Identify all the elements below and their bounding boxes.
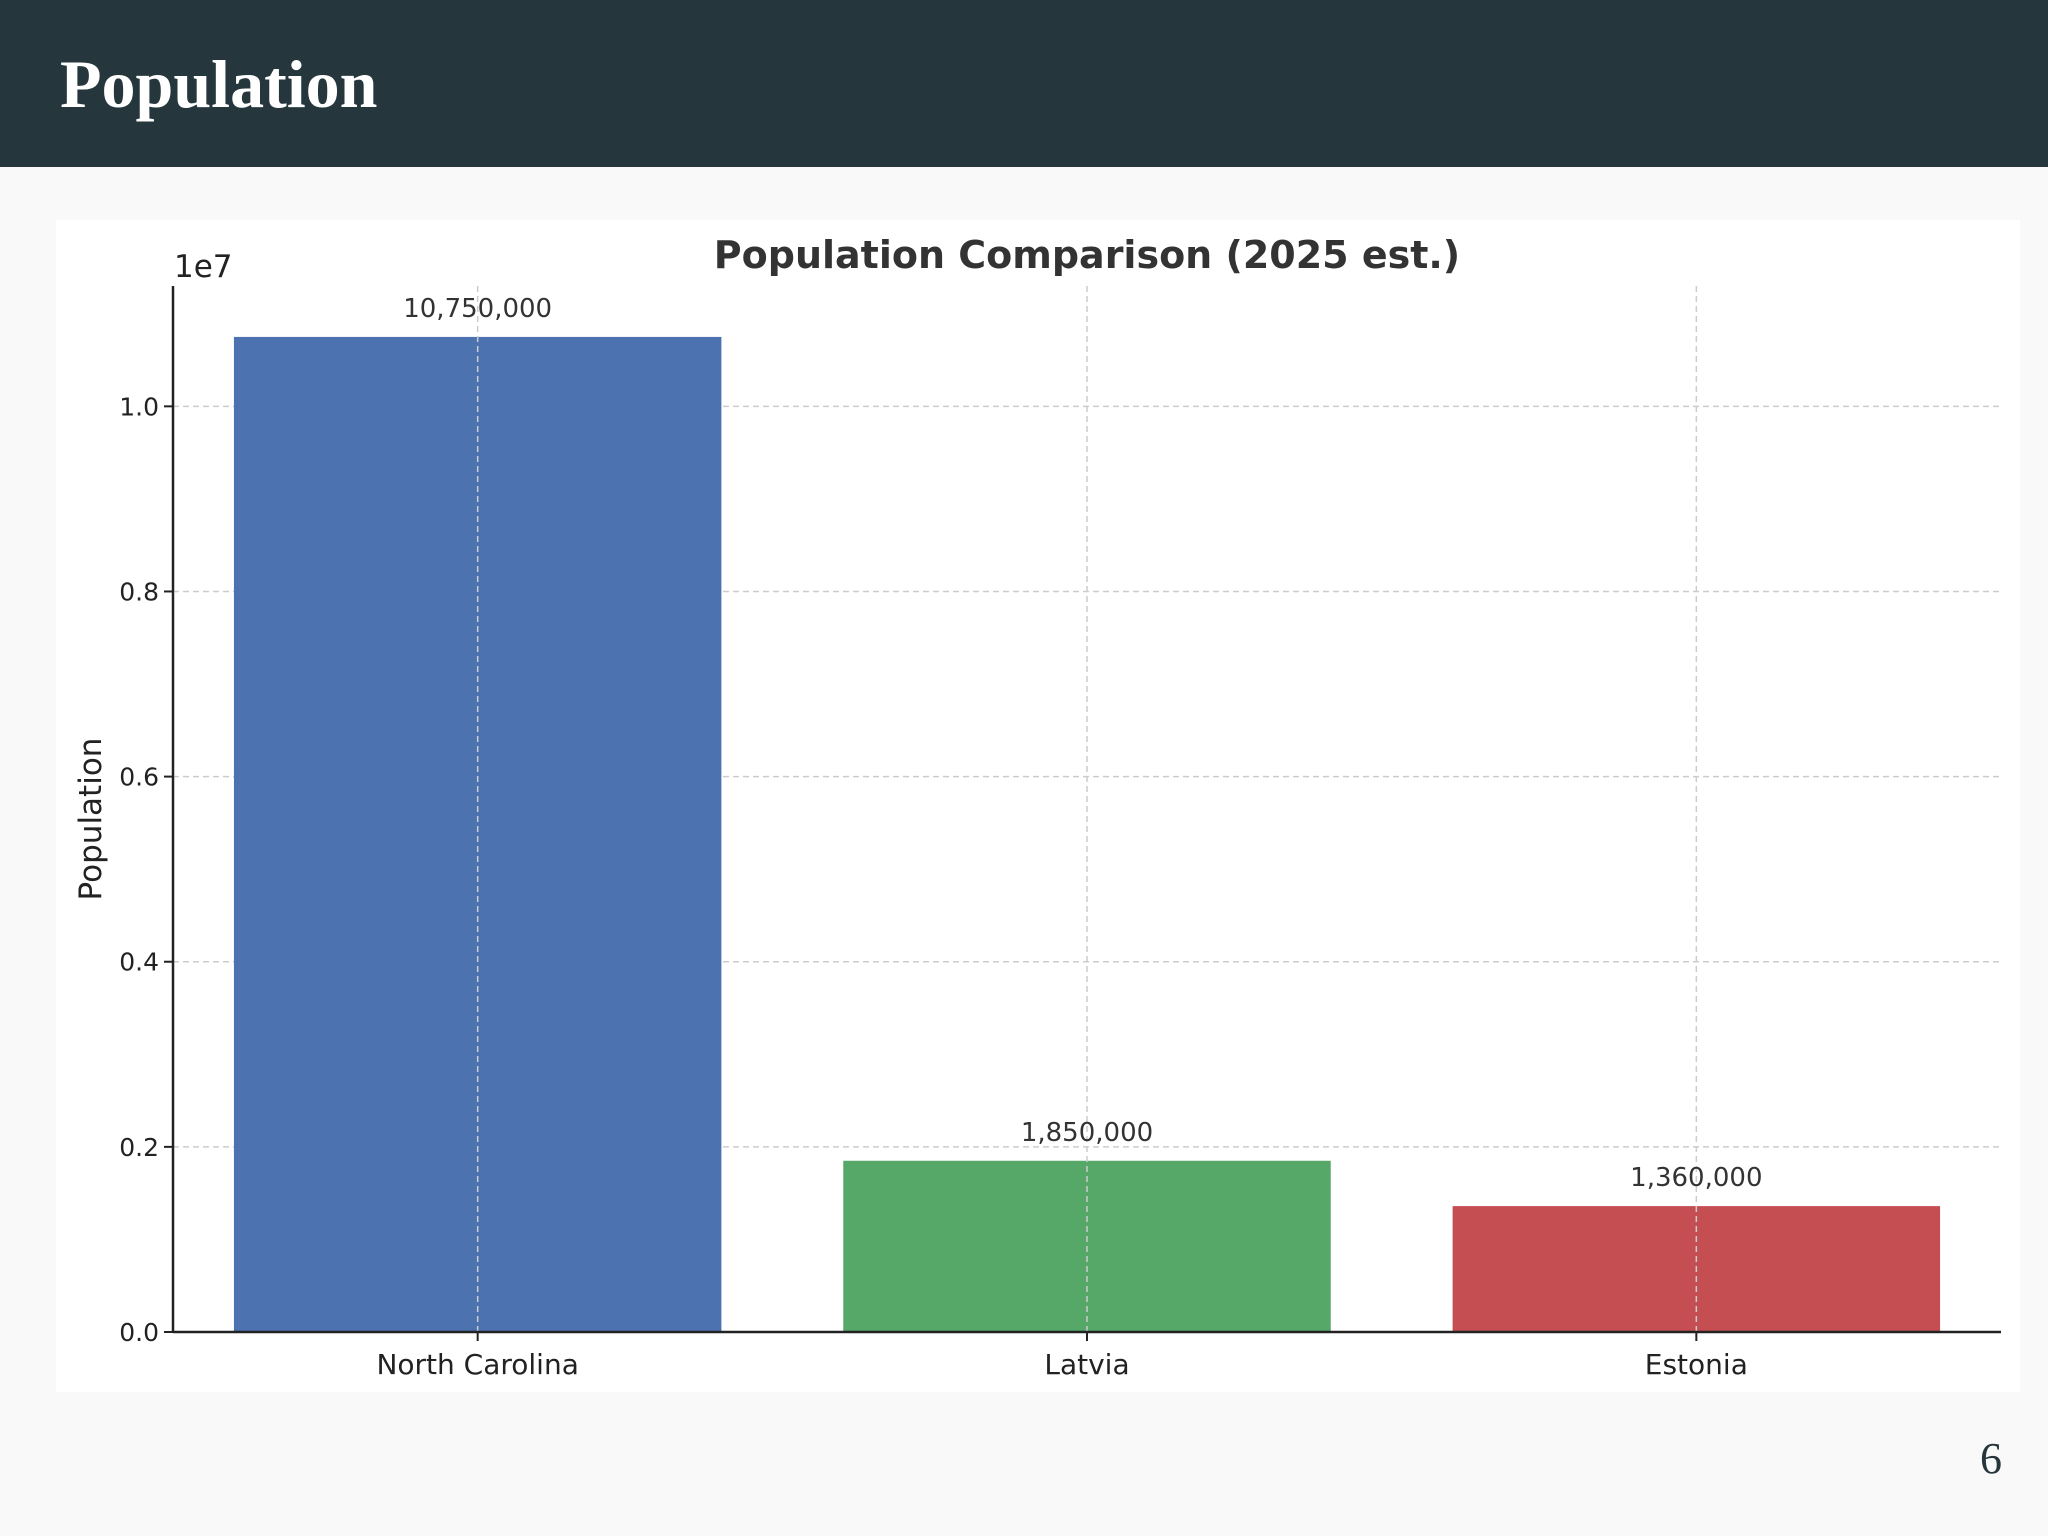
y-tick-label: 0.8 [119, 577, 159, 606]
y-tick-label: 0.6 [119, 763, 159, 792]
x-tick-label: North Carolina [376, 1348, 578, 1381]
y-tick-label: 0.2 [119, 1133, 159, 1162]
slide-header: Population [0, 0, 2048, 167]
labels-layer: 0.0 0.2 0.4 0.6 0.8 1.0 North Carolina 10,750,0… [73, 233, 1762, 1381]
bar-value-label: 1,850,000 [1021, 1118, 1153, 1148]
axes-layer [164, 286, 2001, 1341]
slide-title: Population [60, 46, 378, 122]
y-tick-label: 0.0 [119, 1318, 159, 1347]
chart-panel: 0.0 0.2 0.4 0.6 0.8 1.0 North Carolina 10,750,0… [56, 220, 2020, 1392]
slide-number: 6 [1980, 1434, 2002, 1483]
y-tick-label: 0.4 [119, 948, 159, 977]
bar-value-label: 1,360,000 [1630, 1163, 1762, 1193]
bar-value-label: 10,750,000 [403, 294, 552, 324]
chart-title: Population Comparison (2025 est.) [714, 233, 1460, 277]
x-tick-label: Estonia [1645, 1348, 1748, 1381]
x-tick-label: Latvia [1044, 1348, 1129, 1381]
y-scale-label: 1e7 [174, 249, 233, 285]
y-axis-label: Population [73, 738, 109, 901]
vertical-grid-layer [476, 286, 1698, 1332]
y-tick-label: 1.0 [119, 392, 159, 421]
population-bar-chart: 0.0 0.2 0.4 0.6 0.8 1.0 North Carolina 10,750,0… [73, 233, 2001, 1381]
